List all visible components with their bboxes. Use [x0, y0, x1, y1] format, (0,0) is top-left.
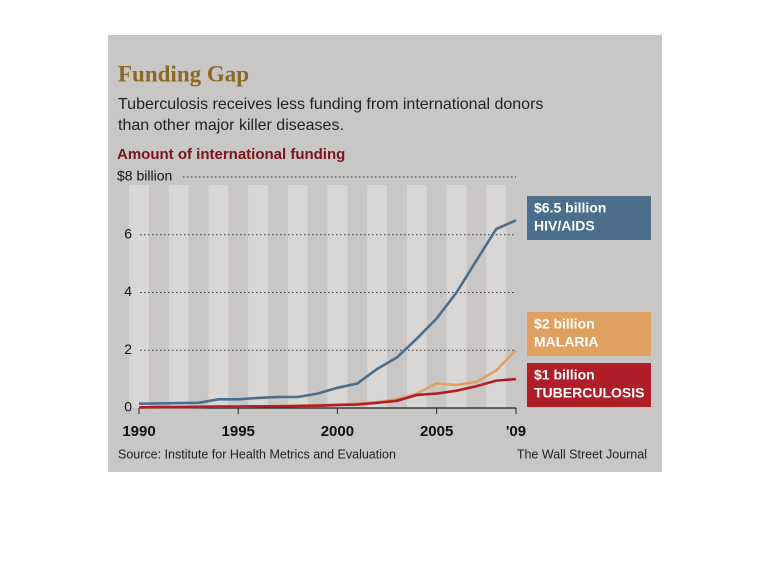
y-tick-label: 2: [124, 341, 132, 357]
stripe: [446, 185, 467, 408]
subtitle: Tuberculosis receives less funding from …: [118, 96, 543, 113]
y-tick-label: 6: [124, 225, 132, 241]
credit: The Wall Street Journal: [517, 447, 647, 461]
label-box: [527, 196, 651, 240]
series-line: [138, 219, 517, 405]
stripes: [129, 185, 507, 408]
y-axis-label: Amount of international funding: [117, 146, 345, 163]
legend-label: MALARIA: [534, 334, 599, 350]
stripe: [486, 185, 507, 408]
stripe: [129, 185, 149, 408]
y-tick-label: 0: [124, 399, 132, 415]
label-box: [527, 363, 651, 407]
stripe: [208, 185, 229, 408]
chart-title: Funding Gap: [118, 61, 249, 86]
subtitle: than other major killer diseases.: [118, 117, 344, 134]
label-box: [527, 312, 651, 356]
end-label: $6.5 billion: [534, 200, 606, 216]
source: Source: Institute for Health Metrics and…: [118, 447, 396, 461]
y-tick-label: $8 billion: [117, 168, 172, 184]
stripe: [168, 185, 189, 408]
stripe: [248, 185, 268, 408]
x-tick-label: 1995: [222, 423, 255, 440]
stripe: [406, 185, 427, 408]
y-tick-label: 4: [124, 283, 132, 299]
x-tick-label: '09: [506, 423, 526, 440]
legend-label: HIV/AIDS: [534, 218, 595, 234]
x-tick-label: 1990: [122, 423, 155, 440]
stripe: [327, 185, 348, 408]
series-line: [138, 377, 517, 409]
x-tick-label: 2005: [420, 423, 453, 440]
stripe: [367, 185, 388, 408]
legend-label: TUBERCULOSIS: [534, 385, 644, 401]
end-label: $1 billion: [534, 367, 595, 383]
stripe: [287, 185, 308, 408]
x-tick-label: 2000: [321, 423, 354, 440]
end-label: $2 billion: [534, 316, 595, 332]
